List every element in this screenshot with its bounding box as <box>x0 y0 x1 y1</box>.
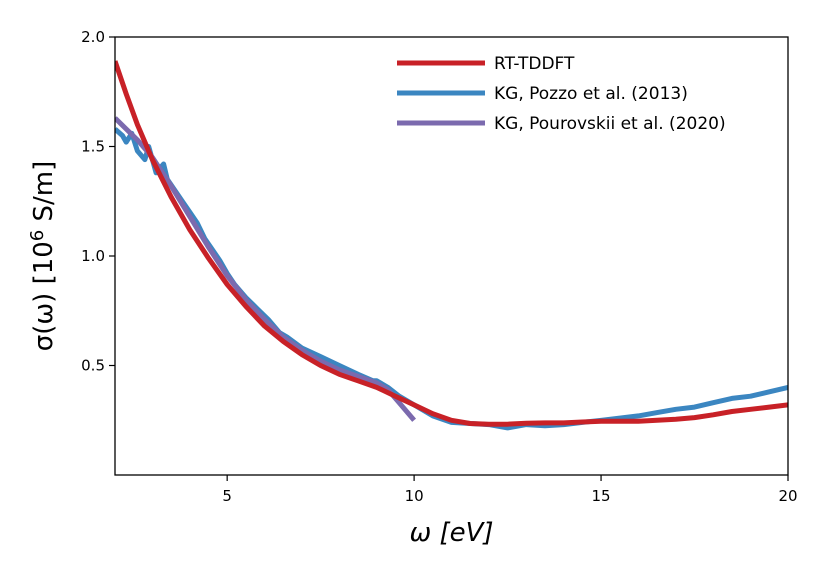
legend-label-rt-tddft: RT-TDDFT <box>494 54 575 74</box>
x-tick-label: 10 <box>405 487 424 505</box>
y-tick-label: 0.5 <box>81 357 105 375</box>
legend: RT-TDDFT KG, Pozzo et al. (2013) KG, Pou… <box>397 54 726 134</box>
x-tick-label: 20 <box>778 487 797 505</box>
legend-label-kg-pozzo: KG, Pozzo et al. (2013) <box>494 84 688 104</box>
y-axis-title: σ(ω) [106 S/m] <box>27 161 59 351</box>
series-layer <box>115 60 788 431</box>
y-tick-label: 1.0 <box>81 247 105 265</box>
ticks-layer: 5 10 15 20 0.5 1.0 1.5 2.0 <box>81 28 797 505</box>
series-line-kg-pourovskii-et-al-2020 <box>115 116 417 422</box>
y-tick-label: 1.5 <box>81 138 105 156</box>
series-line-rt-tddft <box>115 60 788 427</box>
y-tick-label: 2.0 <box>81 28 105 46</box>
x-tick-label: 5 <box>222 487 232 505</box>
plot-frame <box>114 36 789 476</box>
y-axis-title-exponent: 6 <box>27 230 48 241</box>
legend-label-kg-pourovskii: KG, Pourovskii et al. (2020) <box>494 114 726 134</box>
y-axis-title-post: S/m] <box>29 161 59 230</box>
series-line-kg-pozzo-et-al-2013 <box>115 127 788 431</box>
y-axis-title-pre: σ(ω) [10 <box>29 241 59 351</box>
x-axis-title: ω [eV] <box>409 518 493 548</box>
x-tick-label: 15 <box>592 487 611 505</box>
